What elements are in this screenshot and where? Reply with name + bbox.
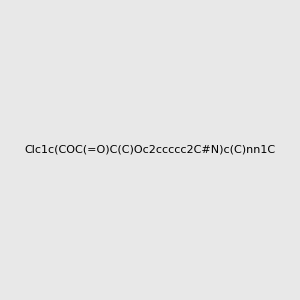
Text: Clc1c(COC(=O)C(C)Oc2ccccc2C#N)c(C)nn1C: Clc1c(COC(=O)C(C)Oc2ccccc2C#N)c(C)nn1C [24, 145, 276, 155]
